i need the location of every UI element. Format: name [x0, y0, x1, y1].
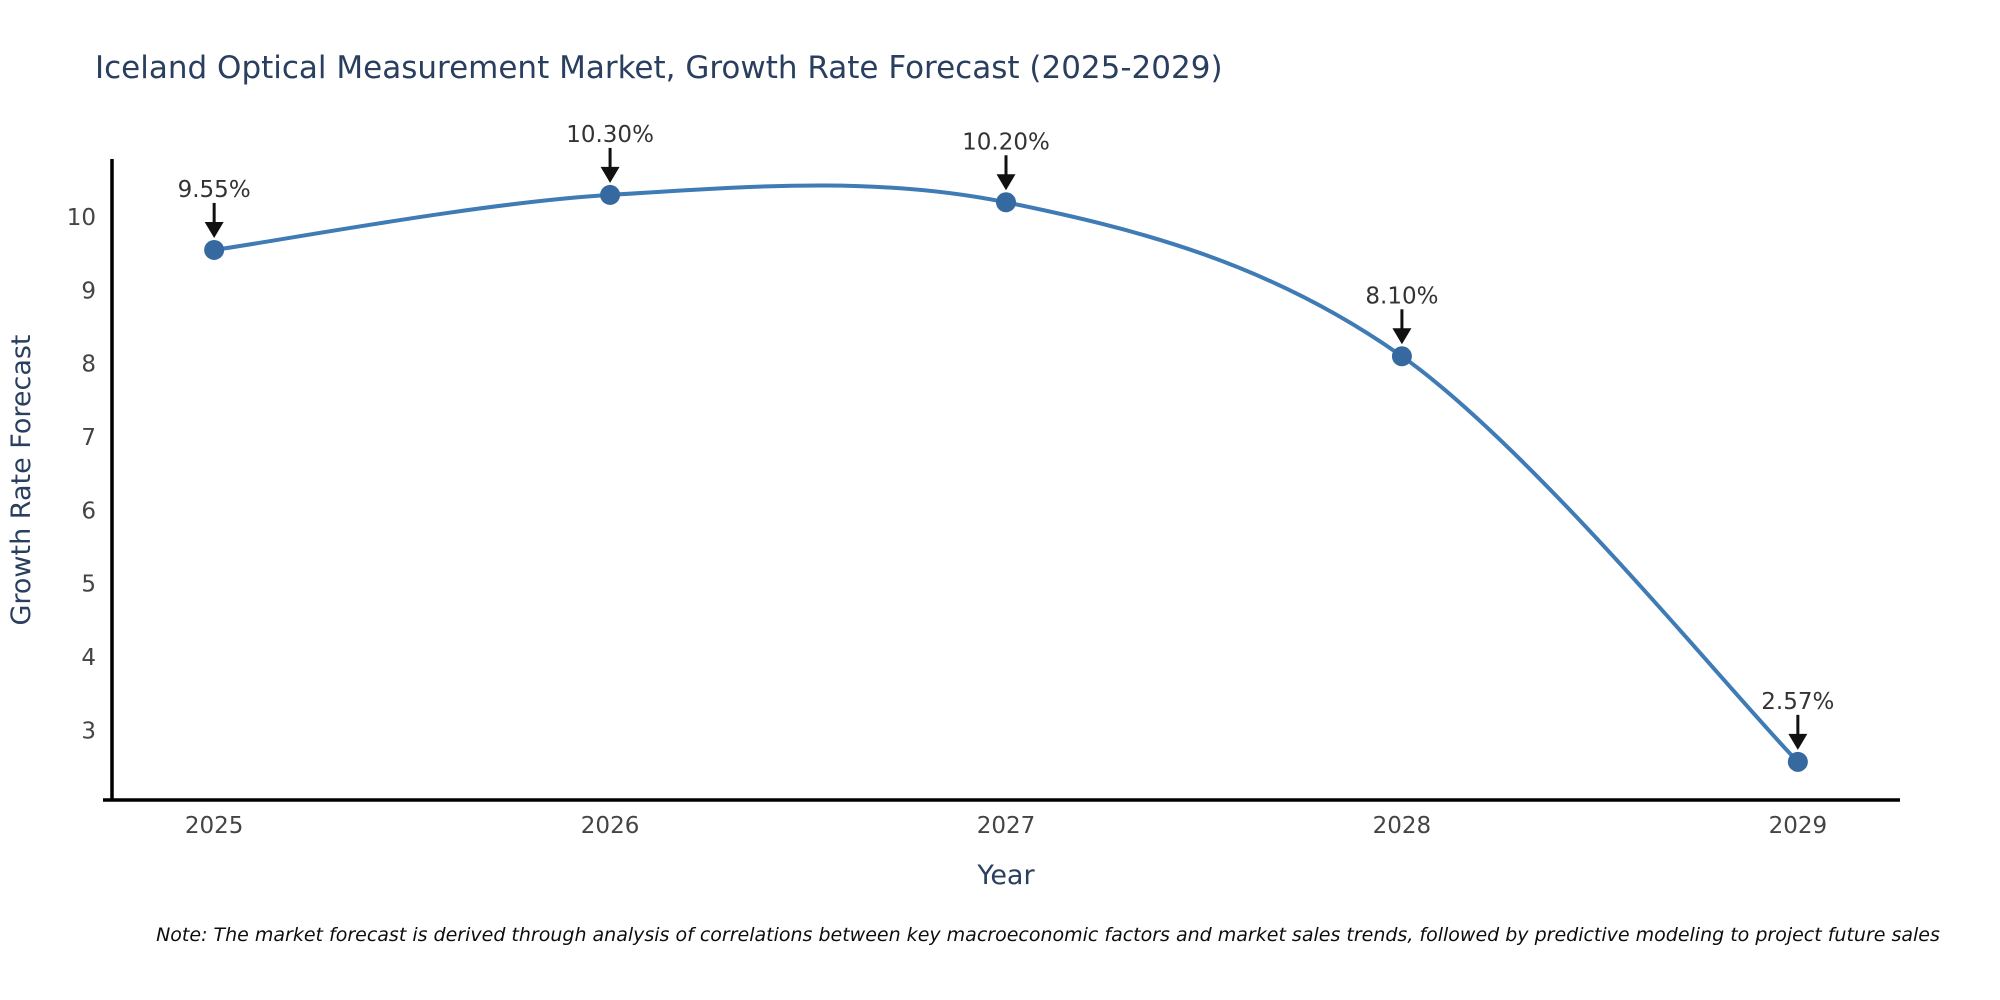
- point-annotation-label: 10.30%: [566, 122, 654, 148]
- point-annotation: 8.10%: [1365, 283, 1438, 345]
- data-point-marker: [1787, 751, 1808, 772]
- y-axis-title: Growth Rate Forecast: [6, 334, 37, 625]
- tick-labels: 3 4 5 6 7 8 9 10 2025 2026 2027 2028 2029: [67, 205, 1827, 839]
- y-tick-label: 8: [81, 352, 96, 378]
- point-annotation-label: 10.20%: [962, 129, 1050, 155]
- annotation-arrowhead-icon: [1392, 328, 1412, 345]
- growth-rate-line: [212, 183, 1800, 764]
- x-tick-label: 2027: [977, 813, 1036, 839]
- point-annotations: 9.55% 10.30% 10.20% 8.10% 2.57%: [178, 122, 1834, 750]
- data-point-marker: [1391, 346, 1412, 367]
- y-tick-label: 6: [81, 498, 96, 524]
- y-tick-label: 5: [81, 572, 96, 598]
- annotation-arrowhead-icon: [600, 166, 620, 183]
- annotation-arrowhead-icon: [204, 221, 224, 238]
- y-tick-label: 9: [81, 278, 96, 304]
- data-point-marker: [600, 184, 621, 205]
- x-tick-label: 2026: [581, 813, 640, 839]
- data-point-marker: [996, 192, 1016, 213]
- axes: [103, 159, 1900, 802]
- point-annotation-label: 8.10%: [1365, 283, 1438, 309]
- x-tick-label: 2028: [1373, 813, 1432, 839]
- point-annotation: 9.55%: [178, 177, 251, 238]
- point-annotation: 10.20%: [962, 129, 1050, 191]
- chart-title: Iceland Optical Measurement Market, Grow…: [95, 50, 1223, 86]
- data-point-marker: [204, 239, 225, 260]
- x-axis-title: Year: [976, 860, 1035, 891]
- annotation-arrowhead-icon: [1788, 733, 1808, 750]
- point-annotation-label: 2.57%: [1761, 689, 1834, 715]
- x-tick-label: 2025: [185, 813, 244, 839]
- y-tick-label: 4: [81, 645, 96, 671]
- y-tick-label: 7: [81, 425, 96, 451]
- y-tick-label: 10: [67, 205, 96, 231]
- x-tick-label: 2029: [1769, 813, 1828, 839]
- annotation-arrowhead-icon: [996, 174, 1016, 191]
- point-annotation: 10.30%: [566, 122, 654, 183]
- data-series: [204, 183, 1808, 772]
- y-tick-label: 3: [81, 718, 96, 744]
- footnote: Note: The market forecast is derived thr…: [156, 924, 1940, 946]
- point-annotation: 2.57%: [1761, 689, 1834, 750]
- point-annotation-label: 9.55%: [178, 177, 251, 203]
- axis-spine: [103, 159, 1900, 802]
